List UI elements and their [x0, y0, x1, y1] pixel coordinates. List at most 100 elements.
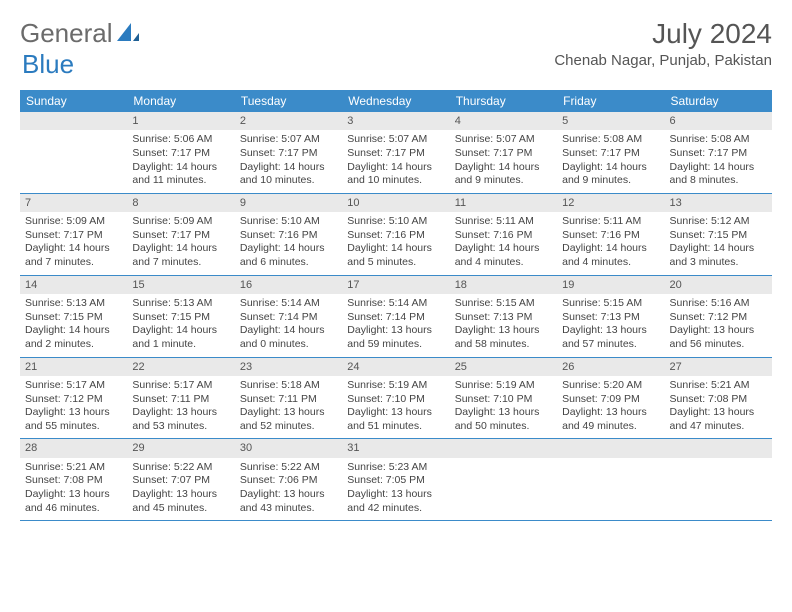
sunrise-text: Sunrise: 5:19 AM: [455, 379, 552, 393]
calendar-cell: 9Sunrise: 5:10 AMSunset: 7:16 PMDaylight…: [235, 194, 342, 275]
weekday-header: Tuesday: [235, 90, 342, 112]
daylight-text: Daylight: 14 hours and 2 minutes.: [25, 324, 122, 351]
sunrise-text: Sunrise: 5:10 AM: [347, 215, 444, 229]
weekday-header: Wednesday: [342, 90, 449, 112]
calendar-cell: [665, 439, 772, 520]
sunset-text: Sunset: 7:17 PM: [347, 147, 444, 161]
location: Chenab Nagar, Punjab, Pakistan: [554, 52, 772, 69]
day-number: 4: [450, 112, 557, 130]
sunrise-text: Sunrise: 5:08 AM: [562, 133, 659, 147]
day-body: Sunrise: 5:10 AMSunset: 7:16 PMDaylight:…: [235, 212, 342, 275]
calendar-cell: 22Sunrise: 5:17 AMSunset: 7:11 PMDayligh…: [127, 358, 234, 439]
day-number: 26: [557, 358, 664, 376]
sunset-text: Sunset: 7:08 PM: [670, 393, 767, 407]
daylight-text: Daylight: 13 hours and 55 minutes.: [25, 406, 122, 433]
calendar-cell: 29Sunrise: 5:22 AMSunset: 7:07 PMDayligh…: [127, 439, 234, 520]
calendar-row: 21Sunrise: 5:17 AMSunset: 7:12 PMDayligh…: [20, 358, 772, 440]
calendar-cell: 1Sunrise: 5:06 AMSunset: 7:17 PMDaylight…: [127, 112, 234, 193]
day-body: Sunrise: 5:09 AMSunset: 7:17 PMDaylight:…: [127, 212, 234, 275]
sunset-text: Sunset: 7:10 PM: [455, 393, 552, 407]
day-number-empty: [665, 439, 772, 457]
calendar-cell: 23Sunrise: 5:18 AMSunset: 7:11 PMDayligh…: [235, 358, 342, 439]
daylight-text: Daylight: 14 hours and 10 minutes.: [347, 161, 444, 188]
daylight-text: Daylight: 13 hours and 45 minutes.: [132, 488, 229, 515]
day-body: Sunrise: 5:22 AMSunset: 7:07 PMDaylight:…: [127, 458, 234, 521]
sunset-text: Sunset: 7:17 PM: [455, 147, 552, 161]
sunset-text: Sunset: 7:08 PM: [25, 474, 122, 488]
daylight-text: Daylight: 14 hours and 10 minutes.: [240, 161, 337, 188]
daylight-text: Daylight: 14 hours and 9 minutes.: [562, 161, 659, 188]
sunrise-text: Sunrise: 5:22 AM: [132, 461, 229, 475]
calendar-cell: 8Sunrise: 5:09 AMSunset: 7:17 PMDaylight…: [127, 194, 234, 275]
sunrise-text: Sunrise: 5:06 AM: [132, 133, 229, 147]
day-body: Sunrise: 5:06 AMSunset: 7:17 PMDaylight:…: [127, 130, 234, 193]
daylight-text: Daylight: 13 hours and 50 minutes.: [455, 406, 552, 433]
day-number-empty: [450, 439, 557, 457]
sunrise-text: Sunrise: 5:13 AM: [25, 297, 122, 311]
day-number: 8: [127, 194, 234, 212]
day-body: Sunrise: 5:11 AMSunset: 7:16 PMDaylight:…: [450, 212, 557, 275]
day-number: 13: [665, 194, 772, 212]
weekday-header: Sunday: [20, 90, 127, 112]
logo-text-general: General: [20, 18, 113, 49]
daylight-text: Daylight: 14 hours and 7 minutes.: [132, 242, 229, 269]
day-number: 12: [557, 194, 664, 212]
day-body: Sunrise: 5:12 AMSunset: 7:15 PMDaylight:…: [665, 212, 772, 275]
day-number-empty: [557, 439, 664, 457]
sunset-text: Sunset: 7:17 PM: [240, 147, 337, 161]
sunrise-text: Sunrise: 5:16 AM: [670, 297, 767, 311]
sunrise-text: Sunrise: 5:09 AM: [132, 215, 229, 229]
day-number: 15: [127, 276, 234, 294]
sunrise-text: Sunrise: 5:19 AM: [347, 379, 444, 393]
logo-text-blue: Blue: [22, 49, 74, 80]
daylight-text: Daylight: 13 hours and 53 minutes.: [132, 406, 229, 433]
sunrise-text: Sunrise: 5:07 AM: [240, 133, 337, 147]
header-right: July 2024 Chenab Nagar, Punjab, Pakistan: [554, 18, 772, 69]
calendar-cell: 21Sunrise: 5:17 AMSunset: 7:12 PMDayligh…: [20, 358, 127, 439]
daylight-text: Daylight: 14 hours and 1 minute.: [132, 324, 229, 351]
sunset-text: Sunset: 7:15 PM: [670, 229, 767, 243]
daylight-text: Daylight: 13 hours and 51 minutes.: [347, 406, 444, 433]
daylight-text: Daylight: 13 hours and 52 minutes.: [240, 406, 337, 433]
sunrise-text: Sunrise: 5:17 AM: [132, 379, 229, 393]
daylight-text: Daylight: 13 hours and 49 minutes.: [562, 406, 659, 433]
sunset-text: Sunset: 7:13 PM: [562, 311, 659, 325]
calendar-cell: 3Sunrise: 5:07 AMSunset: 7:17 PMDaylight…: [342, 112, 449, 193]
daylight-text: Daylight: 14 hours and 0 minutes.: [240, 324, 337, 351]
day-number: 28: [20, 439, 127, 457]
day-body: Sunrise: 5:21 AMSunset: 7:08 PMDaylight:…: [20, 458, 127, 521]
sunset-text: Sunset: 7:16 PM: [562, 229, 659, 243]
sunset-text: Sunset: 7:17 PM: [670, 147, 767, 161]
logo-sail-icon: [117, 23, 139, 46]
day-number: 22: [127, 358, 234, 376]
calendar-cell: 4Sunrise: 5:07 AMSunset: 7:17 PMDaylight…: [450, 112, 557, 193]
day-body: Sunrise: 5:20 AMSunset: 7:09 PMDaylight:…: [557, 376, 664, 439]
day-number-empty: [20, 112, 127, 130]
calendar-row: 1Sunrise: 5:06 AMSunset: 7:17 PMDaylight…: [20, 112, 772, 194]
day-number: 19: [557, 276, 664, 294]
calendar-cell: 28Sunrise: 5:21 AMSunset: 7:08 PMDayligh…: [20, 439, 127, 520]
calendar-cell: 5Sunrise: 5:08 AMSunset: 7:17 PMDaylight…: [557, 112, 664, 193]
sunrise-text: Sunrise: 5:18 AM: [240, 379, 337, 393]
sunrise-text: Sunrise: 5:09 AM: [25, 215, 122, 229]
sunrise-text: Sunrise: 5:07 AM: [455, 133, 552, 147]
month-title: July 2024: [554, 18, 772, 50]
day-body: Sunrise: 5:07 AMSunset: 7:17 PMDaylight:…: [235, 130, 342, 193]
calendar-cell: 14Sunrise: 5:13 AMSunset: 7:15 PMDayligh…: [20, 276, 127, 357]
daylight-text: Daylight: 14 hours and 6 minutes.: [240, 242, 337, 269]
calendar-cell: 27Sunrise: 5:21 AMSunset: 7:08 PMDayligh…: [665, 358, 772, 439]
sunset-text: Sunset: 7:09 PM: [562, 393, 659, 407]
day-number: 24: [342, 358, 449, 376]
day-body: Sunrise: 5:07 AMSunset: 7:17 PMDaylight:…: [450, 130, 557, 193]
calendar-body: 1Sunrise: 5:06 AMSunset: 7:17 PMDaylight…: [20, 112, 772, 521]
daylight-text: Daylight: 13 hours and 56 minutes.: [670, 324, 767, 351]
day-body: Sunrise: 5:08 AMSunset: 7:17 PMDaylight:…: [665, 130, 772, 193]
day-number: 29: [127, 439, 234, 457]
sunset-text: Sunset: 7:17 PM: [132, 229, 229, 243]
day-body: Sunrise: 5:08 AMSunset: 7:17 PMDaylight:…: [557, 130, 664, 193]
sunset-text: Sunset: 7:16 PM: [240, 229, 337, 243]
daylight-text: Daylight: 14 hours and 5 minutes.: [347, 242, 444, 269]
sunset-text: Sunset: 7:07 PM: [132, 474, 229, 488]
day-body: Sunrise: 5:07 AMSunset: 7:17 PMDaylight:…: [342, 130, 449, 193]
sunset-text: Sunset: 7:15 PM: [25, 311, 122, 325]
